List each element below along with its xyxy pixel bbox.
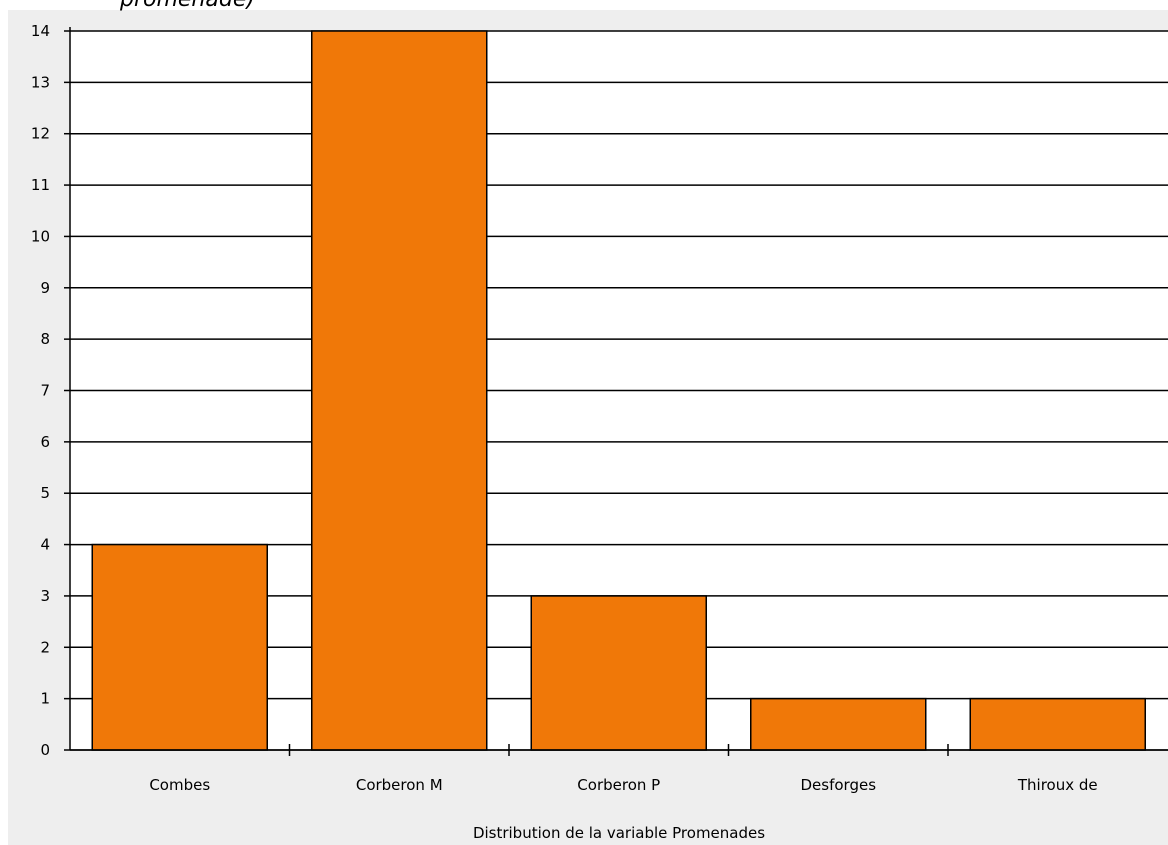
y-tick-label: 3	[40, 587, 50, 605]
y-tick-label: 12	[31, 125, 50, 143]
y-tick-label: 0	[40, 741, 50, 759]
y-tick-label: 14	[31, 22, 50, 40]
y-tick-label: 7	[40, 382, 50, 400]
y-tick-label: 2	[40, 638, 50, 656]
bar	[530, 595, 707, 751]
y-tick-label: 11	[31, 176, 50, 194]
bar	[91, 543, 268, 751]
bar	[311, 30, 488, 751]
bar	[969, 697, 1146, 751]
y-tick-label: 6	[40, 433, 50, 451]
y-tick-label: 9	[40, 279, 50, 297]
x-tick-label: Corberon M	[356, 776, 443, 794]
x-tick-label: Corberon P	[577, 776, 660, 794]
y-tick-label: 10	[31, 227, 50, 245]
x-axis-label: Distribution de la variable Promenades	[473, 824, 765, 842]
x-tick-label: Thiroux de	[1017, 776, 1098, 794]
bar	[750, 697, 927, 751]
y-tick-label: 13	[31, 73, 50, 91]
y-tick-label: 8	[40, 330, 50, 348]
y-tick-label: 1	[40, 690, 50, 708]
x-tick-label: Desforges	[800, 776, 876, 794]
y-tick-label: 4	[40, 536, 50, 554]
y-tick-label: 5	[40, 484, 50, 502]
x-tick-label: Combes	[149, 776, 210, 794]
annotation: promenade)	[119, 0, 255, 12]
